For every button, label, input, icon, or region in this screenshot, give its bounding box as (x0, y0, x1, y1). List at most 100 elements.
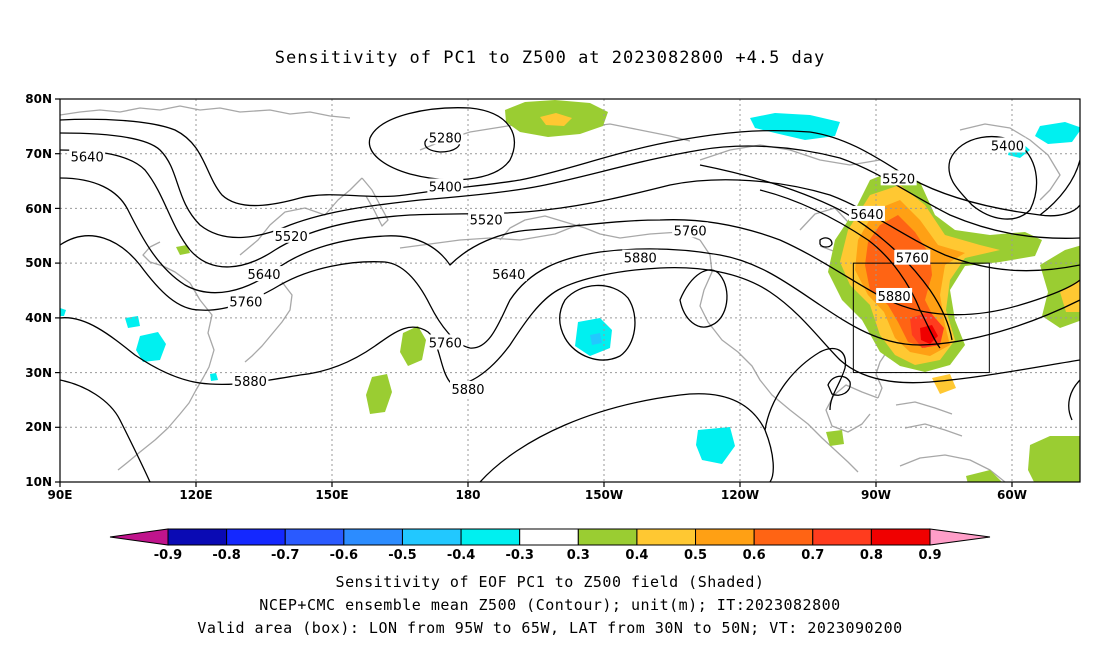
contour-5520-mid (60, 149, 1080, 272)
contour-label: 5640 (850, 208, 883, 223)
colorbar-box (343, 528, 403, 546)
shade-pacific-green-3 (176, 245, 190, 255)
colorbar-box (695, 528, 755, 546)
colorbar-label: 0.4 (625, 548, 648, 563)
contour-label: 5400 (429, 181, 462, 196)
footer-line-contour: NCEP+CMC ensemble mean Z500 (Contour); u… (259, 596, 841, 614)
colorbar-label: 0.3 (567, 548, 590, 563)
contour-label-bg (672, 222, 709, 238)
colorbar-box (870, 528, 931, 546)
contour-5880-south (60, 267, 1080, 386)
coastline-gulf-of-mexico (825, 384, 879, 433)
shade-asia-cyan-1 (136, 332, 166, 362)
contour-label-bg (69, 148, 106, 164)
colorbar-labels: -0.9 -0.8 -0.7 -0.6 -0.5 -0.4 -0.3 0.3 0.4 0.5 0.6… (154, 548, 942, 563)
z500-contours (60, 107, 1080, 482)
contour-cutoff-small (819, 237, 833, 248)
lat-label-70n: 70N (25, 147, 52, 161)
shade-pacific-cyan-2 (696, 427, 735, 464)
contour-atlantic-ridge (1039, 159, 1080, 216)
colorbar-box (753, 528, 814, 546)
shade-gulf-yellow (932, 374, 956, 394)
contour-label-bg (848, 205, 885, 221)
coastline-greenland (959, 123, 1061, 201)
shade-asia-cyan-3 (60, 308, 66, 316)
colorbar-box (812, 528, 872, 546)
contour-label: 5400 (991, 140, 1024, 155)
colorbar-boxes (167, 528, 931, 546)
contour-5880-subtropical (60, 379, 151, 482)
coastline-japan (244, 281, 293, 363)
contour-5760-cutoff (679, 269, 728, 328)
shade-pacific-cyan-1-core (590, 333, 602, 345)
colorbar-label: 0.7 (801, 548, 824, 563)
contour-label: 5640 (71, 150, 104, 165)
contour-label: 5760 (229, 295, 262, 310)
shade-pacific-green-2 (366, 374, 392, 414)
shade-africa-green (1028, 436, 1080, 482)
contour-5640-mid (60, 177, 1080, 316)
colorbar: -0.9 -0.8 -0.7 -0.6 -0.5 -0.4 -0.3 0.3 0.4 0.5 0.6… (109, 528, 991, 563)
contour-gulf-closed (827, 375, 851, 396)
contour-5400-north (60, 132, 1080, 239)
lat-label-60n: 60N (25, 202, 52, 216)
contour-label: 5880 (624, 252, 657, 267)
contour-5880-east-pacific (479, 393, 774, 482)
contour-label: 5880 (451, 383, 484, 398)
contour-label-bg (894, 249, 931, 265)
colorbar-box (460, 528, 521, 546)
lat-label-30n: 30N (25, 366, 52, 380)
lon-label-90e: 90E (48, 488, 73, 502)
colorbar-label: -0.8 (212, 548, 240, 563)
colorbar-box (519, 528, 579, 546)
contour-label-bg (468, 211, 505, 227)
lat-label-40n: 40N (25, 311, 52, 325)
map-frame (59, 98, 1081, 483)
colorbar-label: 0.5 (684, 548, 707, 563)
coastline-kamchatka (361, 177, 389, 227)
shade-asia-cyan-4 (210, 373, 218, 381)
contour-label: 5880 (878, 290, 911, 305)
contour-label: 5640 (492, 268, 525, 283)
shade-pacific-green-1 (400, 326, 426, 366)
colorbar-box (226, 528, 286, 546)
shade-na-red (920, 325, 938, 344)
colorbar-label: -0.4 (447, 548, 475, 563)
shade-greenland-cyan (1035, 122, 1080, 144)
contour-label-bg (246, 266, 282, 282)
lon-tick-labels: 90E 120E 150E 180 150W 120W 90W 60W (48, 488, 1027, 502)
colorbar-label: -0.3 (505, 548, 533, 563)
map-title: Sensitivity of PC1 to Z500 at 2023082800… (274, 48, 826, 68)
colorbar-box (636, 528, 697, 546)
contour-label: 5760 (429, 336, 462, 351)
colorbar-label: 0.9 (918, 548, 941, 563)
shade-bering-yellow (540, 113, 572, 126)
contour-5280-greenland-low (948, 135, 1038, 220)
contour-label-bg (273, 227, 310, 243)
contour-label-bg (232, 372, 269, 388)
contour-label: 5880 (234, 375, 267, 390)
lon-label-120e: 120E (179, 488, 212, 502)
contour-label: 5760 (674, 224, 707, 239)
footer-line-valid-area: Valid area (box): LON from 95W to 65W, L… (197, 619, 903, 637)
shade-caribbean-green (966, 470, 1002, 482)
contour-label-bg (880, 170, 917, 186)
contour-5880-gulf-ridge (764, 347, 847, 431)
colorbar-label: -0.7 (271, 548, 299, 563)
sensitivity-shading (60, 100, 1080, 482)
colorbar-box (577, 528, 638, 546)
colorbar-box (401, 528, 462, 546)
contour-5760-mid (60, 235, 1080, 349)
coastline-canadian-arctic (699, 144, 881, 166)
lon-label-150w: 150W (585, 488, 623, 502)
footer-line-shading: Sensitivity of EOF PC1 to Z500 field (Sh… (335, 573, 765, 591)
contour-5280-arctic-low (368, 107, 515, 181)
colorbar-label: -0.5 (388, 548, 416, 563)
shade-atlantic-yellow (1060, 279, 1080, 312)
contour-5640-north (60, 118, 1080, 217)
colorbar-box (167, 528, 228, 546)
coastline-aleutians (399, 223, 581, 249)
contour-label-bg (427, 178, 464, 194)
coastline-alaska-south (499, 215, 701, 241)
lat-label-20n: 20N (25, 420, 52, 434)
